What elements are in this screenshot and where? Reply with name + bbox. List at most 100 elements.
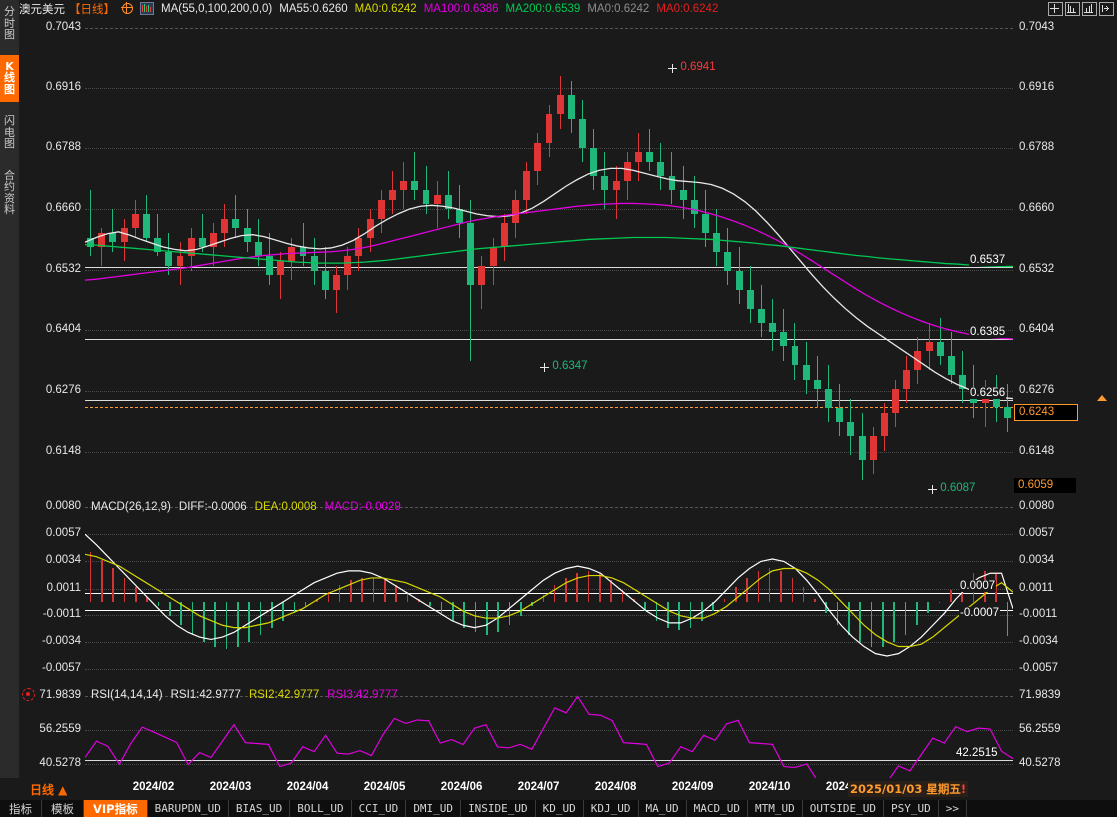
candle-body [746, 289, 754, 309]
macd-gridline [85, 561, 1013, 563]
candle-body [567, 95, 575, 120]
toolbar-item-cci_ud[interactable]: CCI_UD [352, 800, 407, 817]
macd-histogram-bar [519, 601, 522, 616]
candle-body [545, 114, 553, 143]
period-tag[interactable]: 【日线】 [69, 2, 115, 16]
indicator-icon[interactable] [140, 2, 154, 16]
macd-histogram-bar [203, 601, 205, 642]
toolbar-item-ma_ud[interactable]: MA_UD [639, 800, 687, 817]
current-price-line [85, 406, 1013, 408]
rsi-axis-label-right: 40.5278 [1019, 756, 1061, 769]
price-axis-label-left: 0.6404 [45, 323, 81, 336]
toolbar-item-kdj_ud[interactable]: KDJ_UD [584, 800, 639, 817]
macd-histogram-bar [440, 601, 443, 614]
macd-histogram-bar [825, 601, 828, 614]
toolbar-item-macd_ud[interactable]: MACD_UD [687, 800, 749, 817]
toolbar-item-bias_ud[interactable]: BIAS_UD [229, 800, 291, 817]
sidebar-item-kline-chart[interactable]: K线图 [0, 54, 19, 102]
macd-gridline [85, 641, 1013, 643]
price-gridline [85, 27, 1013, 29]
symbol-name[interactable]: 澳元美元 [19, 2, 65, 16]
candle-body [668, 175, 676, 191]
macd-plot[interactable] [85, 494, 1013, 682]
sidebar-item-minute-chart[interactable]: 分时图 [0, 0, 19, 48]
price-gridline [85, 451, 1013, 453]
toolbar-item-[interactable]: >> [939, 800, 968, 817]
macd-histogram-bar [135, 587, 137, 602]
jump-to-latest-icon[interactable] [1099, 2, 1114, 16]
price-plot[interactable]: 0.6941 0.6347 0.6087 [85, 0, 1013, 494]
candle-body [109, 232, 117, 243]
price-level-label: 0.6385 [969, 326, 1007, 339]
rsi-settings-icon[interactable] [22, 688, 35, 701]
price-gridline [85, 269, 1013, 271]
left-sidebar: 分时图 K线图 闪电图 合约资料 [0, 0, 19, 800]
toolbar-item-[interactable]: 模板 [42, 800, 84, 817]
candle-body [713, 232, 721, 252]
date-tick: 2024/06 [440, 781, 483, 793]
period-selector[interactable]: 日线 ▲ [30, 783, 68, 797]
chart-area[interactable]: 0.6941 0.6347 0.6087 0.7043 0.7043 0.6916 0.6… [19, 0, 1117, 800]
price-level-line [85, 339, 1013, 341]
sidebar-item-lightning-chart[interactable]: 闪电图 [0, 109, 19, 157]
macd-title-line: MACD(26,12,9) DIFF:-0.0006 DEA:0.0008 MACD:… [91, 501, 409, 513]
candle-body [590, 147, 598, 176]
macd-axis-label-left: -0.0057 [41, 661, 81, 674]
candle-body [478, 265, 486, 285]
toolbar-item-dmi_ud[interactable]: DMI_UD [406, 800, 462, 817]
macd-axis-label-right: 0.0011 [1019, 581, 1054, 594]
sidebar-item-contract-info[interactable]: 合约资料 [0, 164, 19, 223]
macd-lines [85, 533, 1013, 657]
chart-header: 澳元美元 【日线】 MA(55,0,100,200,0,0) MA55:0.6260 M… [19, 1, 725, 16]
candle-body [646, 152, 654, 162]
macd-histogram-bar [350, 580, 352, 602]
ma0-value-3: MA0:0.6242 [656, 3, 719, 15]
rsi-level-line [85, 760, 1013, 762]
sidebar-label-kline: K线图 [4, 59, 15, 96]
low-price-tag[interactable]: 0.6059 [1014, 478, 1076, 493]
rsi-lines [85, 695, 1013, 778]
price-panel[interactable]: 0.6941 0.6347 0.6087 0.7043 0.7043 0.6916 0.6… [19, 0, 1117, 494]
candle-body [87, 237, 95, 247]
toolbar-item-psy_ud[interactable]: PSY_UD [884, 800, 939, 817]
macd-panel[interactable]: 0.0080 0.0080 0.0057 0.0057 0.0034 0.0034 0.00… [19, 494, 1117, 682]
toolbar-item-outside_ud[interactable]: OUTSIDE_UD [803, 800, 885, 817]
macd-level-line [85, 609, 1013, 611]
date-tick: 2024/04 [286, 781, 329, 793]
macd-histogram-bar [282, 601, 284, 621]
align-right-icon[interactable] [1082, 2, 1097, 16]
candle-body [925, 341, 933, 352]
candle-body [690, 199, 698, 214]
date-tick: 2024/07 [517, 781, 560, 793]
rsi2-value: RSI2:42.9777 [248, 689, 320, 701]
macd-value: MACD:-0.0029 [324, 501, 401, 513]
date-tick: 2024/09 [671, 781, 714, 793]
current-price-tag[interactable]: 0.6243 [1014, 403, 1078, 421]
candle-body [511, 199, 519, 224]
toolbar-item-kd_ud[interactable]: KD_UD [536, 800, 584, 817]
candle-wick [436, 180, 438, 229]
move-crosshair-icon[interactable] [1048, 2, 1063, 16]
macd-histogram-bar [689, 601, 692, 628]
macd-histogram-bar [734, 587, 737, 602]
align-left-icon[interactable] [1065, 2, 1080, 16]
candle-body [813, 379, 821, 390]
candle-wick [235, 194, 237, 238]
date-axis: 日线 ▲ 2024/02 2024/03 2024/04 2024/05 2024/06… [0, 778, 1117, 800]
toolbar-item-barupdn_ud[interactable]: BARUPDN_UD [148, 800, 229, 817]
macd-axis-label-left: 0.0011 [46, 581, 81, 594]
price-axis-label-right: 0.6148 [1019, 444, 1055, 457]
sidebar-label-minute: 分时图 [4, 5, 15, 41]
toolbar-item-boll_ud[interactable]: BOLL_UD [290, 800, 352, 817]
toolbar-item-mtm_ud[interactable]: MTM_UD [748, 800, 803, 817]
candle-body [456, 209, 463, 224]
rsi-panel[interactable]: 71.9839 71.9839 56.2559 56.2559 40.5278 40.52… [19, 682, 1117, 778]
toolbar-item-inside_ud[interactable]: INSIDE_UD [461, 800, 536, 817]
candle-body [612, 180, 620, 191]
toolbar-item-vip[interactable]: VIP指标 [84, 800, 148, 817]
macd-histogram-bar [123, 577, 126, 602]
crosshair-icon[interactable] [121, 1, 133, 16]
rsi-gridline [85, 729, 1013, 731]
rsi-plot[interactable] [85, 682, 1013, 778]
toolbar-item-[interactable]: 指标 [0, 800, 42, 817]
